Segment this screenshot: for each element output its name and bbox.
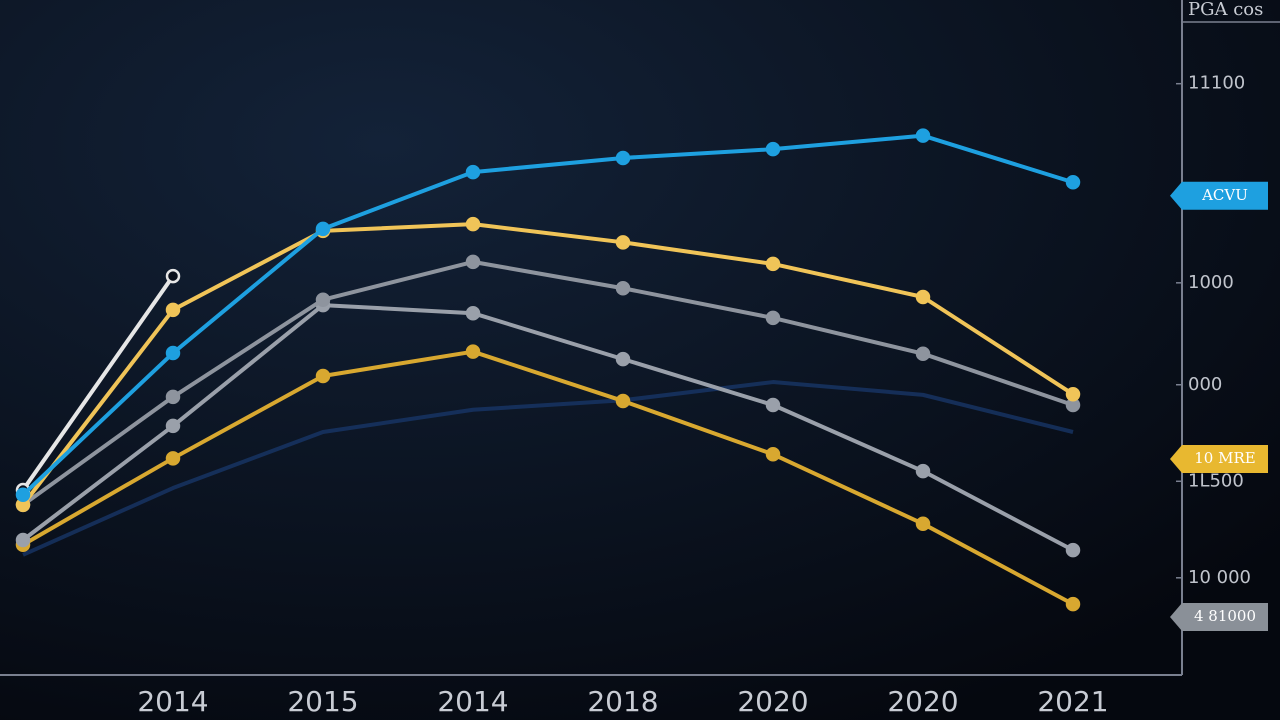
x-tick-label: 2014: [137, 685, 208, 718]
series-line: [22, 349, 1074, 606]
data-point: [915, 128, 931, 143]
annotation-tag: [1170, 602, 1268, 631]
annotation-text: ACVU: [1201, 186, 1248, 204]
data-point: [15, 487, 31, 503]
data-point: [915, 289, 931, 305]
data-point: [1065, 386, 1081, 402]
y-tick-label: 1L500: [1188, 470, 1244, 491]
series-line: [21, 259, 1074, 507]
data-point: [315, 368, 331, 384]
y-tick-label: 1000: [1188, 272, 1234, 293]
data-point: [765, 447, 781, 462]
chart-title: PGA cos: [1188, 0, 1263, 20]
annotation-tag: [1170, 445, 1268, 473]
data-point: [1065, 175, 1081, 190]
data-point: [165, 268, 181, 284]
data-point: [165, 345, 181, 361]
y-tick-label: 000: [1188, 374, 1222, 395]
data-point: [165, 302, 181, 318]
y-tick-label: 11100: [1188, 73, 1245, 94]
data-point: [465, 164, 481, 180]
series-line: [21, 274, 175, 492]
data-point: [915, 516, 931, 532]
data-point: [615, 150, 631, 166]
data-point: [615, 280, 631, 296]
data-point: [315, 221, 331, 237]
data-point: [1065, 596, 1081, 612]
x-tick-label: 2014: [437, 685, 508, 718]
annotation-text: 10 MRE: [1194, 449, 1255, 467]
series-line: [21, 222, 1075, 507]
data-point: [765, 256, 781, 272]
x-tick-label: 2020: [887, 685, 958, 718]
data-point: [465, 305, 481, 321]
data-point: [165, 418, 181, 434]
data-point: [765, 397, 781, 413]
annotation-tag: [1170, 181, 1268, 210]
data-point: [165, 389, 181, 405]
series-line: [21, 303, 1074, 552]
annotation-text: 4 81000: [1194, 607, 1256, 625]
series-line: [21, 133, 1074, 497]
x-tick-label: 2015: [287, 685, 358, 718]
y-tick-label: 10 000: [1188, 567, 1251, 588]
data-point: [465, 254, 481, 270]
data-point: [765, 141, 781, 157]
data-point: [315, 292, 331, 307]
x-tick-label: 2018: [587, 685, 658, 718]
data-point: [1065, 542, 1081, 558]
x-tick-label: 2020: [737, 685, 808, 718]
data-point: [615, 351, 631, 367]
data-point: [465, 216, 481, 232]
data-point: [915, 463, 931, 479]
data-point: [615, 235, 631, 250]
data-point: [915, 346, 931, 361]
series-line: [22, 380, 1074, 557]
x-tick-label: 2021: [1037, 685, 1108, 718]
data-point: [15, 532, 31, 548]
data-point: [615, 393, 631, 409]
data-point: [165, 451, 181, 466]
data-point: [465, 344, 481, 359]
data-point: [765, 310, 781, 326]
